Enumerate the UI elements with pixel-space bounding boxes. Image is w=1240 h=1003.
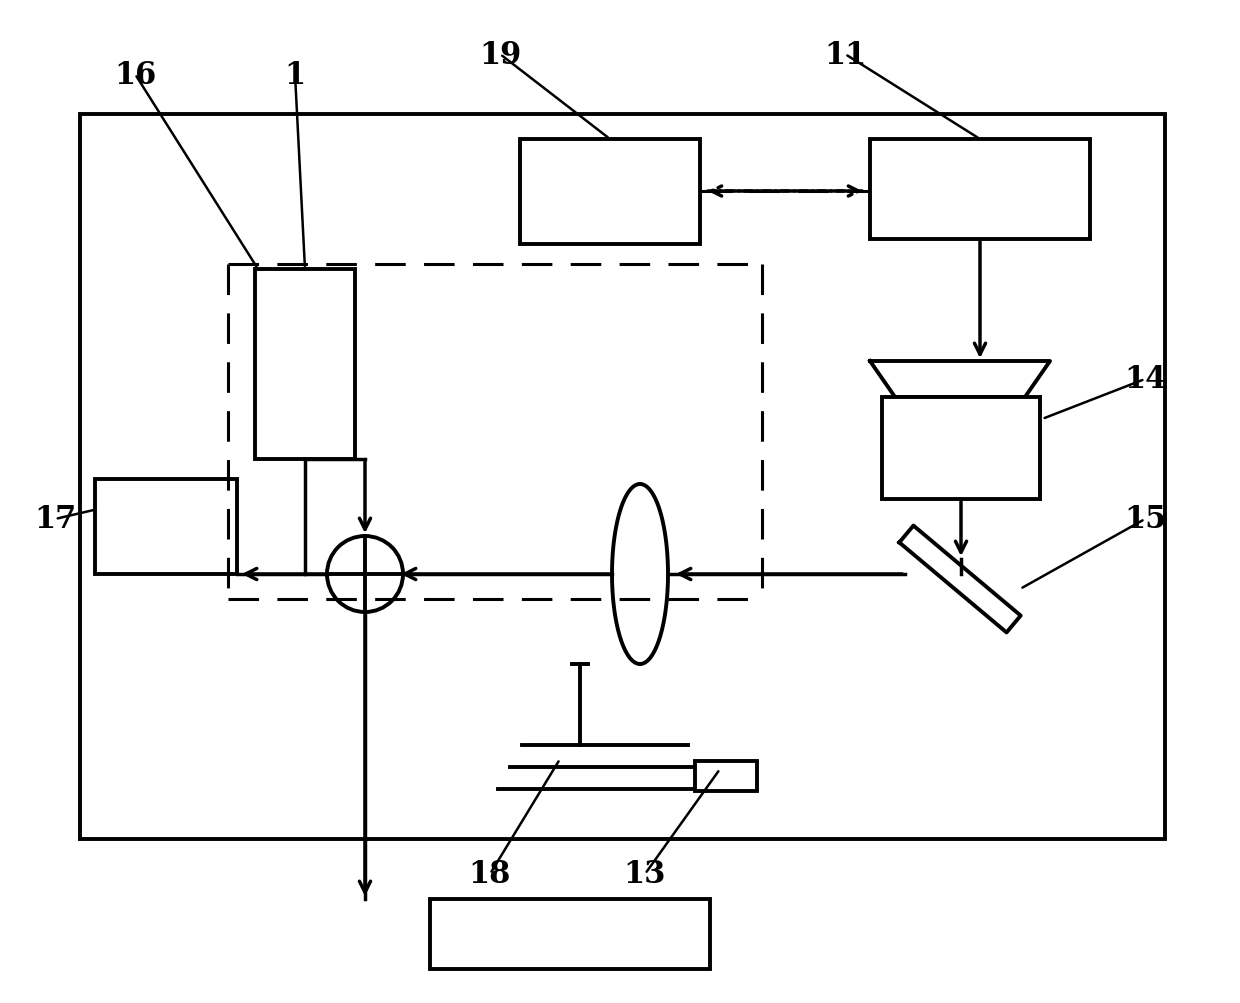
Text: 11: 11 (823, 39, 866, 70)
Text: 13: 13 (624, 859, 666, 890)
Text: 1: 1 (284, 59, 305, 90)
Bar (255, 270, 355, 459)
Text: 17: 17 (33, 504, 76, 535)
Text: 18: 18 (469, 859, 511, 890)
Bar (694, 761, 756, 791)
Bar (81, 115, 1166, 840)
Bar (520, 139, 701, 245)
Bar (95, 479, 237, 575)
Bar (870, 139, 1090, 240)
Bar (882, 397, 1040, 499)
Text: 14: 14 (1123, 364, 1166, 395)
Text: 16: 16 (114, 59, 156, 90)
Text: 19: 19 (479, 39, 521, 70)
Bar (430, 899, 711, 969)
Text: 15: 15 (1123, 504, 1166, 535)
